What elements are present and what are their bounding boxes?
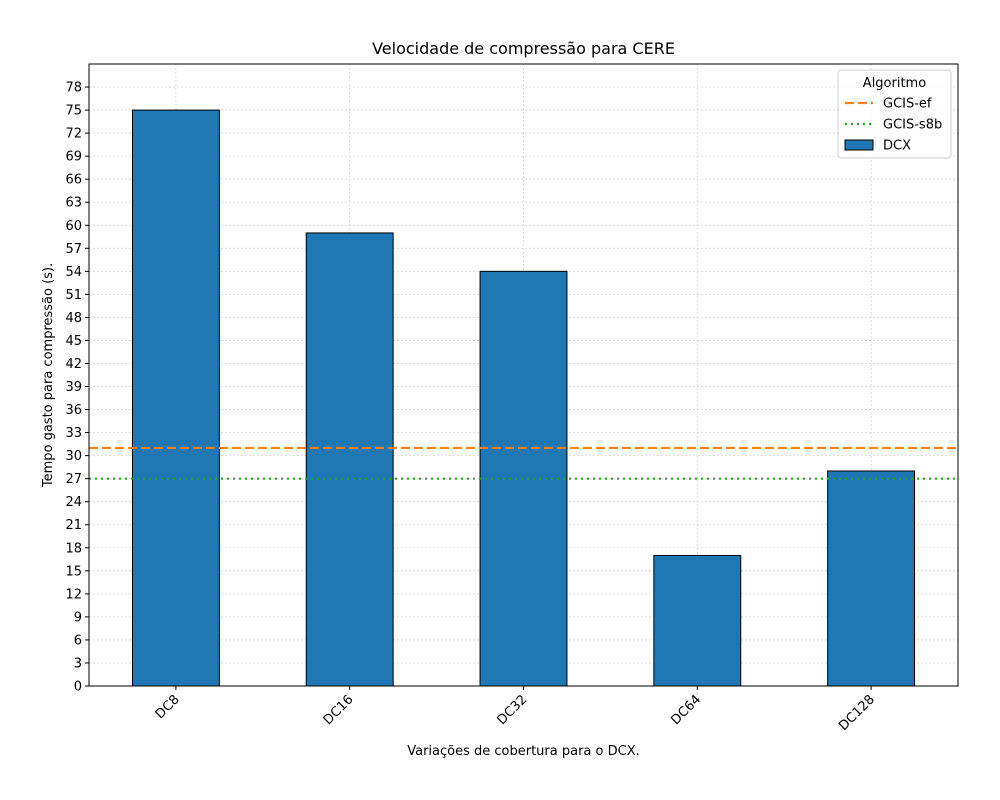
legend-title: Algoritmo [863,76,926,91]
y-tick-label: 0 [74,680,82,695]
y-tick-label: 69 [65,150,82,165]
y-tick-label: 3 [74,656,82,671]
y-tick-label: 51 [65,288,82,303]
y-tick-label: 39 [65,380,82,395]
grid-layer [89,64,958,687]
reference-lines-layer [89,446,958,480]
y-tick-label: 63 [65,196,82,211]
y-tick-label: 57 [65,242,82,257]
bar-dc8 [131,109,220,687]
y-tick-label: 54 [65,265,82,280]
y-axis-label: Tempo gasto para compressão (s). [41,263,56,488]
bars-layer [131,109,916,687]
y-axis-ticks: 0369121518212427303336394245485154576063… [65,81,89,695]
y-tick-label: 30 [65,449,82,464]
y-tick-label: 24 [65,495,82,510]
y-tick-label: 27 [65,472,82,487]
y-tick-label: 60 [65,219,82,234]
y-tick-label: 78 [65,81,82,96]
y-tick-label: 42 [65,357,82,372]
y-tick-label: 66 [65,173,82,188]
y-tick-label: 48 [65,311,82,326]
y-tick-label: 9 [74,610,82,625]
bar-dc16 [305,232,394,687]
y-tick-label: 15 [65,564,82,579]
bar-dc128 [827,470,916,687]
y-tick-label: 21 [65,518,82,533]
y-tick-label: 75 [65,104,82,119]
y-tick-label: 12 [65,587,82,602]
chart-title: Velocidade de compressão para CERE [372,39,675,58]
x-axis-label: Variações de cobertura para o DCX. [407,744,640,759]
legend-box [837,69,952,159]
legend-label: DCX [883,139,911,154]
y-tick-label: 33 [65,426,82,441]
legend: Algoritmo GCIS-ef GCIS-s8b DCX [837,69,952,159]
bar-dc32 [479,270,568,687]
y-tick-label: 72 [65,127,82,142]
y-tick-label: 45 [65,334,82,349]
legend-label: GCIS-ef [883,97,932,112]
legend-swatch-dcx [844,139,874,151]
y-tick-label: 18 [65,541,82,556]
legend-label: GCIS-s8b [883,118,942,133]
y-tick-label: 6 [74,633,82,648]
y-tick-label: 36 [65,403,82,418]
bar-dc64 [653,554,742,687]
